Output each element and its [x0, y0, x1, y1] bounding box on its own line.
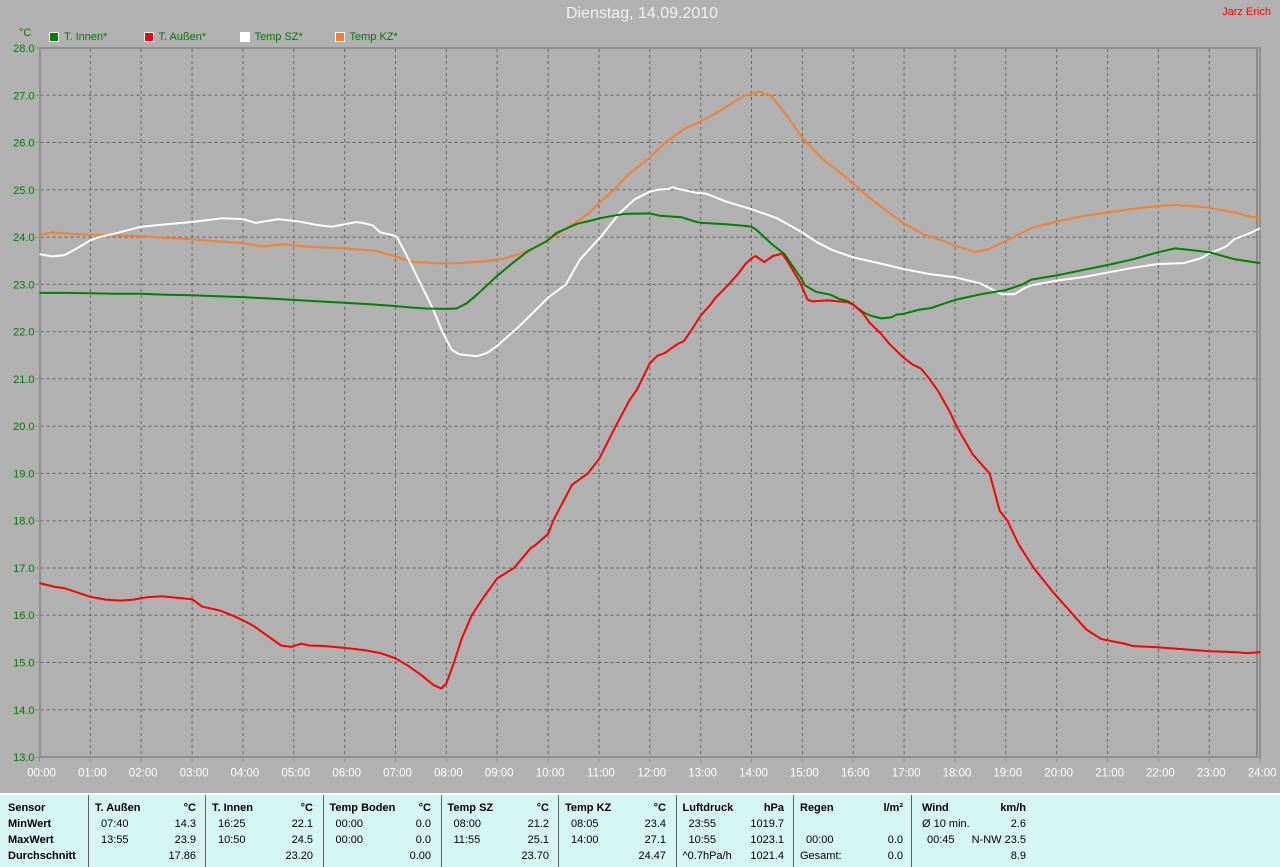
svg-text:19.0: 19.0: [13, 468, 34, 480]
svg-text:05:00: 05:00: [281, 768, 310, 780]
svg-text:06:00: 06:00: [332, 768, 361, 780]
svg-text:24.0: 24.0: [13, 232, 34, 244]
svg-text:27.0: 27.0: [13, 90, 34, 102]
svg-text:19:00: 19:00: [993, 768, 1022, 780]
svg-text:22.0: 22.0: [13, 327, 34, 339]
svg-text:28.0: 28.0: [13, 43, 34, 55]
svg-text:22:00: 22:00: [1146, 768, 1175, 780]
svg-text:03:00: 03:00: [180, 768, 209, 780]
svg-text:23.0: 23.0: [13, 279, 34, 291]
svg-text:23:00: 23:00: [1197, 768, 1226, 780]
svg-text:07:00: 07:00: [383, 768, 412, 780]
svg-text:21.0: 21.0: [13, 374, 34, 386]
svg-text:20:00: 20:00: [1044, 768, 1073, 780]
svg-text:21:00: 21:00: [1095, 768, 1124, 780]
svg-text:18:00: 18:00: [943, 768, 972, 780]
svg-text:18.0: 18.0: [13, 516, 34, 528]
svg-text:13.0: 13.0: [13, 752, 34, 764]
svg-text:16:00: 16:00: [841, 768, 870, 780]
svg-text:15:00: 15:00: [790, 768, 819, 780]
svg-text:11:00: 11:00: [587, 768, 615, 780]
svg-text:14:00: 14:00: [739, 768, 768, 780]
svg-text:26.0: 26.0: [13, 138, 34, 150]
svg-text:04:00: 04:00: [231, 768, 260, 780]
svg-text:24:00: 24:00: [1248, 768, 1277, 780]
svg-text:17.0: 17.0: [13, 563, 34, 575]
svg-text:17:00: 17:00: [892, 768, 921, 780]
svg-text:10:00: 10:00: [536, 768, 565, 780]
svg-text:02:00: 02:00: [129, 768, 158, 780]
svg-text:20.0: 20.0: [13, 421, 34, 433]
svg-text:25.0: 25.0: [13, 185, 34, 197]
svg-text:01:00: 01:00: [78, 768, 107, 780]
svg-text:00:00: 00:00: [27, 768, 56, 780]
svg-text:14.0: 14.0: [13, 705, 34, 717]
svg-text:08:00: 08:00: [434, 768, 463, 780]
svg-text:09:00: 09:00: [485, 768, 514, 780]
svg-text:15.0: 15.0: [13, 658, 34, 670]
svg-text:13:00: 13:00: [688, 768, 717, 780]
svg-text:12:00: 12:00: [637, 768, 666, 780]
svg-text:16.0: 16.0: [13, 610, 34, 622]
